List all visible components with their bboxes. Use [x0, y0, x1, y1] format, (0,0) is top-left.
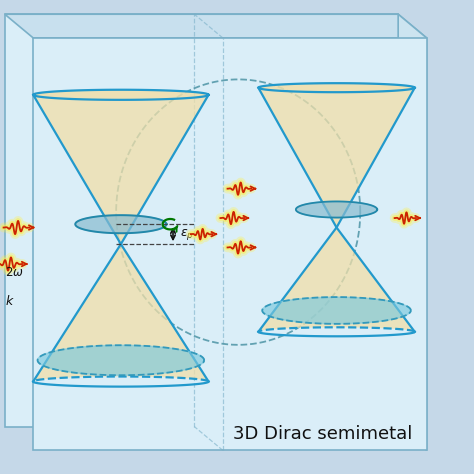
Polygon shape — [258, 228, 415, 332]
Text: $\varepsilon_p$: $\varepsilon_p$ — [180, 227, 194, 242]
Text: $k$: $k$ — [5, 294, 14, 308]
Polygon shape — [75, 215, 166, 233]
Polygon shape — [258, 83, 415, 228]
Polygon shape — [296, 201, 377, 218]
Polygon shape — [33, 90, 209, 244]
Text: 3D Dirac semimetal: 3D Dirac semimetal — [233, 425, 412, 443]
Text: $2\omega$: $2\omega$ — [5, 266, 24, 279]
Polygon shape — [262, 297, 411, 324]
Polygon shape — [398, 14, 427, 450]
Polygon shape — [33, 38, 427, 450]
Polygon shape — [5, 14, 427, 38]
Polygon shape — [33, 90, 209, 100]
Polygon shape — [5, 14, 398, 427]
Polygon shape — [33, 244, 209, 382]
Polygon shape — [37, 345, 204, 375]
Polygon shape — [258, 83, 415, 92]
